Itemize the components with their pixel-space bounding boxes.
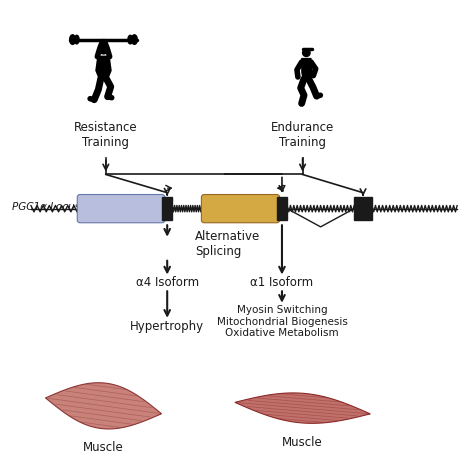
Bar: [277, 197, 287, 220]
Bar: [354, 197, 372, 220]
Circle shape: [98, 45, 109, 54]
Circle shape: [302, 48, 311, 57]
Ellipse shape: [127, 35, 133, 45]
Text: Resistance
Training: Resistance Training: [74, 121, 137, 149]
Polygon shape: [46, 383, 162, 429]
Text: Endurance
Training: Endurance Training: [271, 121, 334, 149]
Polygon shape: [235, 393, 370, 423]
Text: Myosin Switching
Mitochondrial Biogenesis
Oxidative Metabolism: Myosin Switching Mitochondrial Biogenesi…: [217, 305, 347, 338]
Text: Alternative
Splicing: Alternative Splicing: [195, 230, 261, 258]
Polygon shape: [95, 56, 112, 78]
Ellipse shape: [73, 35, 80, 45]
Polygon shape: [301, 58, 313, 79]
Text: Muscle: Muscle: [83, 441, 124, 455]
Text: α1 Isoform: α1 Isoform: [250, 277, 313, 290]
Text: PGC1α Locus: PGC1α Locus: [12, 202, 80, 212]
Text: Muscle: Muscle: [282, 436, 323, 449]
Text: Proximal
Promoter: Proximal Promoter: [218, 198, 263, 219]
Text: α4 Isoform: α4 Isoform: [136, 277, 199, 290]
FancyBboxPatch shape: [77, 195, 165, 223]
Text: Hypertrophy: Hypertrophy: [130, 319, 204, 333]
Ellipse shape: [131, 34, 138, 45]
Text: Alternative
Promoter: Alternative Promoter: [94, 198, 148, 219]
FancyBboxPatch shape: [201, 195, 280, 223]
Ellipse shape: [69, 34, 76, 45]
Bar: [162, 197, 173, 220]
